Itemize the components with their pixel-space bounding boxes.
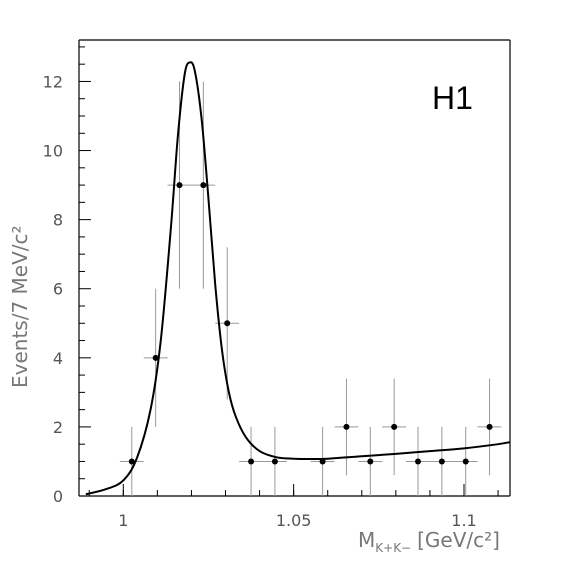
y-tick-label: 4 — [53, 349, 63, 368]
data-point — [343, 423, 350, 430]
x-axis-title-subscript: K+K− — [375, 541, 411, 555]
x-tick-label: 1 — [118, 511, 128, 530]
x-axis-title: MK+K− [GeV/c²] — [358, 528, 500, 555]
x-ticks: 1 1.05 1.1 — [88, 484, 499, 530]
fit-curve — [85, 61, 511, 496]
data-point — [486, 423, 493, 430]
y-tick-label: 8 — [53, 211, 63, 230]
data-point — [415, 458, 422, 465]
y-tick-label: 6 — [53, 280, 63, 299]
experiment-label: H1 — [432, 80, 473, 116]
data-point — [176, 182, 183, 189]
y-axis-title: Events/7 MeV/c² — [8, 225, 32, 388]
y-tick-label: 2 — [53, 418, 63, 437]
data-point — [200, 182, 207, 189]
data-point — [152, 354, 159, 361]
x-axis-title-unit: [GeV/c²] — [417, 528, 500, 552]
data-point — [248, 458, 255, 465]
y-ticks: 0 2 4 6 8 10 12 — [43, 46, 91, 506]
x-tick-label: 1.05 — [276, 511, 312, 530]
x-axis-title-main: M — [358, 528, 375, 552]
data-point — [128, 458, 135, 465]
data-point — [391, 423, 398, 430]
data-point — [367, 458, 374, 465]
y-tick-label: 10 — [43, 142, 63, 161]
data-point — [438, 458, 445, 465]
data-point — [224, 320, 231, 327]
x-tick-label: 1.1 — [451, 511, 476, 530]
data-points — [128, 182, 493, 465]
y-tick-label: 0 — [53, 487, 63, 506]
data-point — [271, 458, 278, 465]
data-point — [462, 458, 469, 465]
y-tick-label: 12 — [43, 72, 63, 91]
